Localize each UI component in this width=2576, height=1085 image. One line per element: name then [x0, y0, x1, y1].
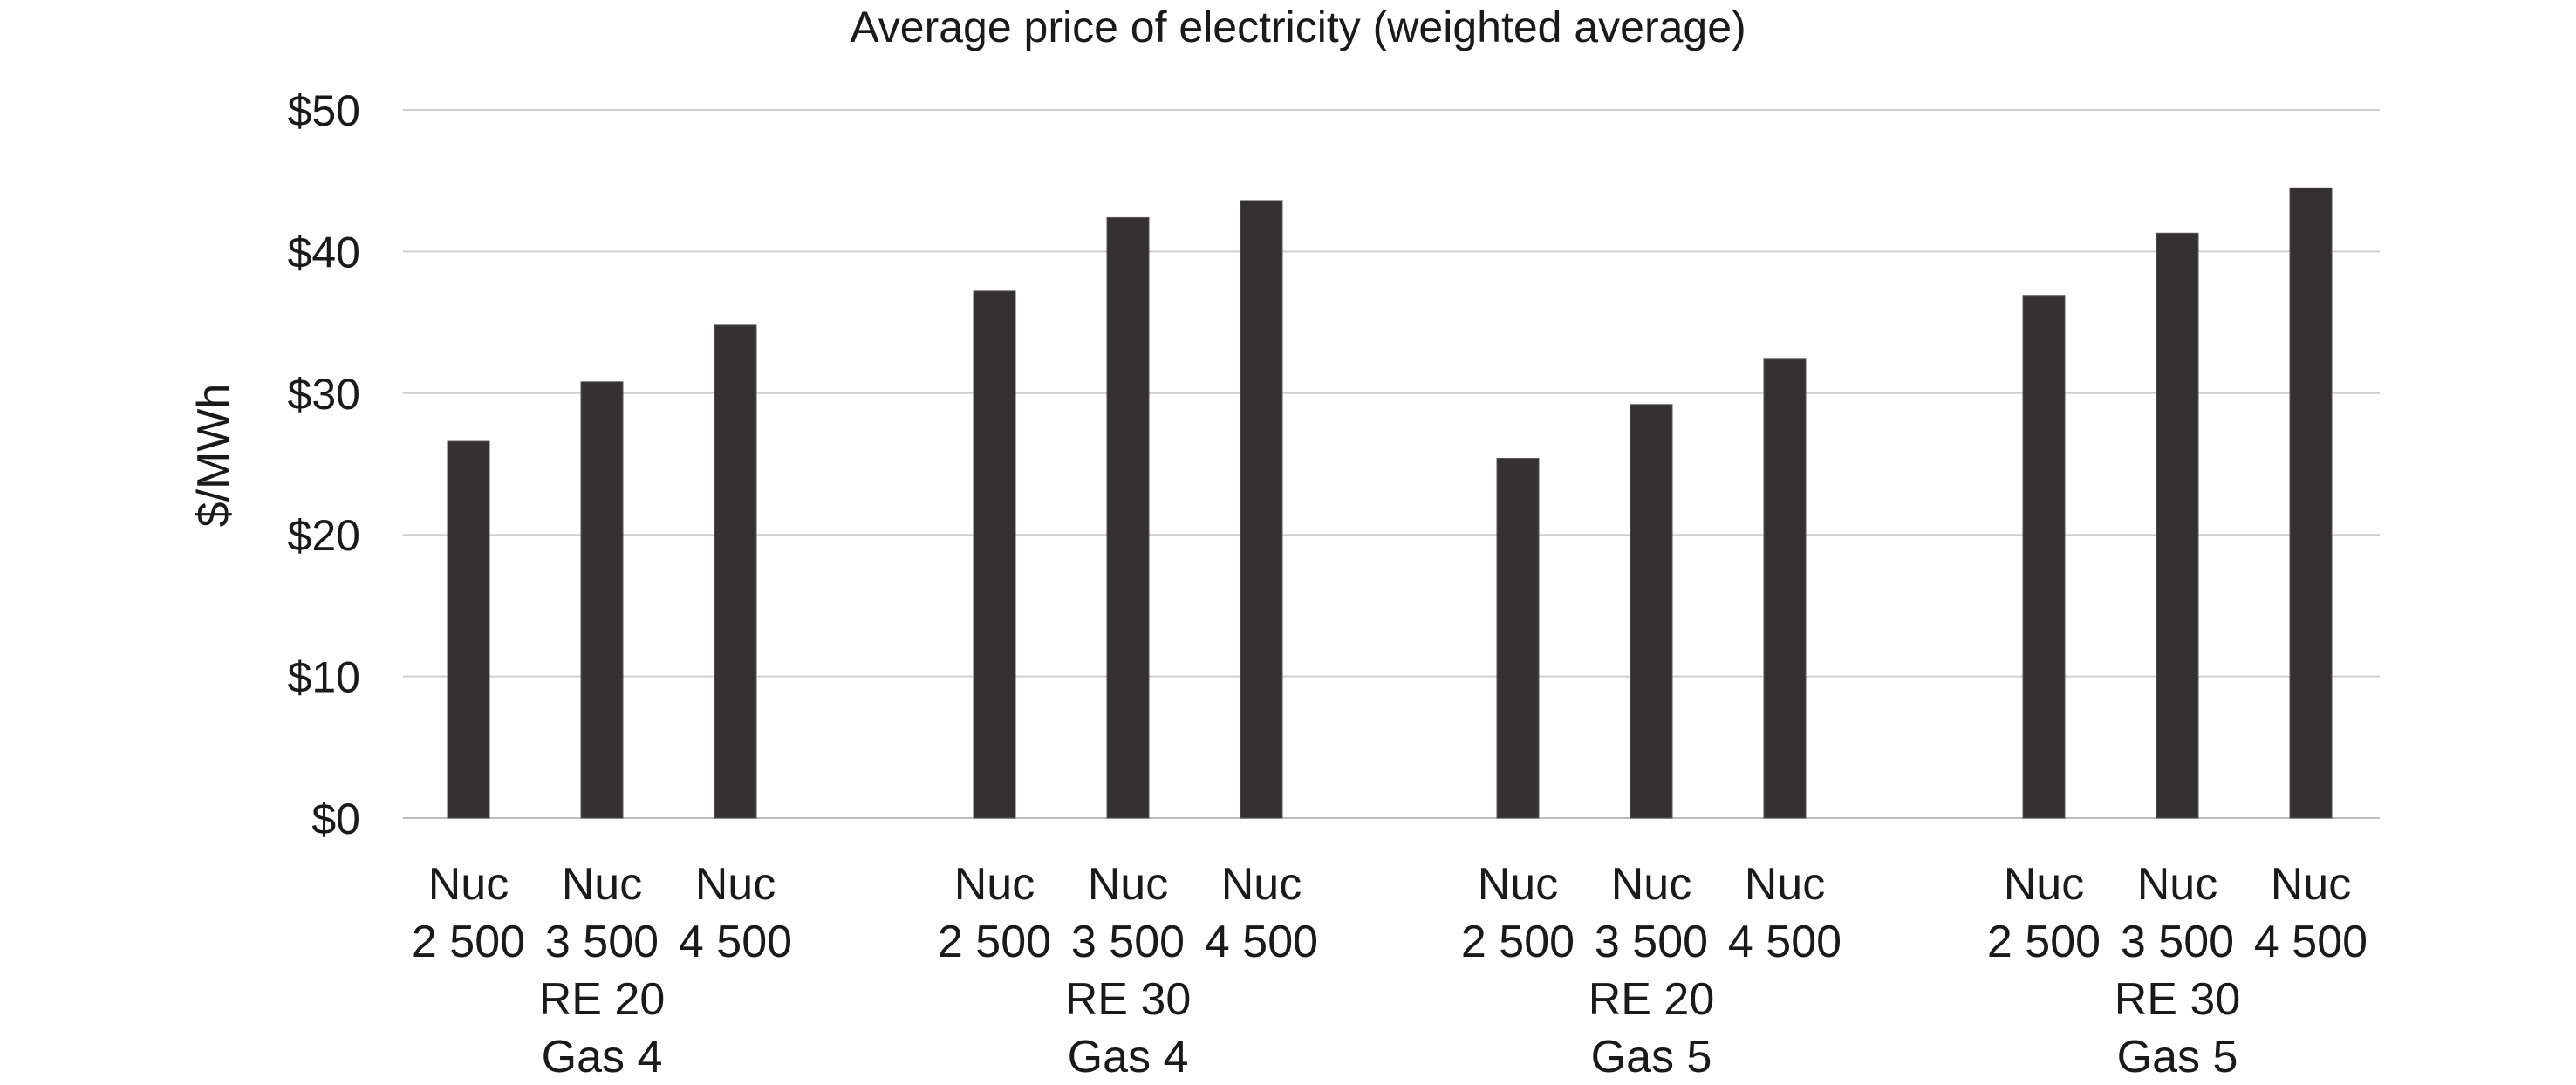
y-tick-label: $30	[288, 370, 360, 419]
bar-label-line2: 4 500	[2254, 917, 2368, 967]
group-label-line2: Gas 5	[1591, 1032, 1712, 1082]
bar-label-line1: Nuc	[1088, 859, 1168, 910]
y-tick-label: $0	[311, 795, 360, 843]
bars	[447, 187, 2333, 819]
bar	[1240, 200, 1283, 819]
bar	[1630, 404, 1673, 819]
y-tick-label: $10	[288, 653, 360, 702]
y-tick-label: $20	[288, 511, 360, 560]
group-label-line2: Gas 4	[542, 1032, 663, 1082]
bar	[2156, 232, 2199, 819]
y-tick-label: $40	[288, 228, 360, 276]
bar	[973, 290, 1016, 819]
group-label-line1: RE 30	[2115, 974, 2241, 1025]
bar-label-line1: Nuc	[954, 859, 1035, 910]
group-label-line2: Gas 4	[1068, 1032, 1189, 1082]
bar-label-line2: 2 500	[412, 917, 525, 967]
x-axis-labels: Nuc 2 500 Nuc 3 500 Nuc 4 500 RE 20 Gas 4 Nuc 2 5…	[412, 859, 2368, 1082]
bar-label-line1: Nuc	[695, 859, 776, 910]
bar-label-line1: Nuc	[1611, 859, 1691, 910]
chart-title: Average price of electricity (weighted a…	[850, 3, 1746, 51]
bar-label-line2: 3 500	[1595, 917, 1708, 967]
bar-label-line1: Nuc	[1221, 859, 1302, 910]
bar-label-line1: Nuc	[428, 859, 509, 910]
bar-label-line2: 3 500	[1071, 917, 1185, 967]
bar-label-line2: 4 500	[1205, 917, 1318, 967]
bar-label-line2: 2 500	[1461, 917, 1575, 967]
bar	[1496, 458, 1540, 819]
y-axis-ticks: $0 $10 $20 $30 $40 $50	[288, 86, 360, 843]
bar-label-line1: Nuc	[1745, 859, 1825, 910]
bar	[1106, 216, 1150, 819]
bar-label-line2: 3 500	[2121, 917, 2234, 967]
bar	[580, 381, 624, 819]
bar-label-line1: Nuc	[2271, 859, 2351, 910]
bar-label-line2: 2 500	[938, 917, 1051, 967]
bar-label-line2: 4 500	[679, 917, 792, 967]
bar-label-line2: 2 500	[1987, 917, 2101, 967]
group-label-line1: RE 30	[1065, 974, 1192, 1025]
group-label-line2: Gas 5	[2117, 1032, 2238, 1082]
bar-label-line1: Nuc	[2137, 859, 2217, 910]
bar-label-line2: 4 500	[1728, 917, 1841, 967]
bar	[714, 324, 757, 819]
bar-label-line1: Nuc	[1478, 859, 1558, 910]
bar-label-line2: 3 500	[545, 917, 659, 967]
bar-label-line1: Nuc	[562, 859, 642, 910]
y-axis-label: $/MWh	[188, 384, 239, 528]
gridlines	[403, 109, 2380, 819]
group-label-line1: RE 20	[539, 974, 666, 1025]
bar-label-line1: Nuc	[2004, 859, 2084, 910]
group-label-line1: RE 20	[1589, 974, 1715, 1025]
bar	[447, 440, 490, 819]
y-tick-label: $50	[288, 86, 360, 135]
bar	[2022, 295, 2066, 819]
bar	[2289, 187, 2333, 819]
bar	[1763, 358, 1807, 819]
